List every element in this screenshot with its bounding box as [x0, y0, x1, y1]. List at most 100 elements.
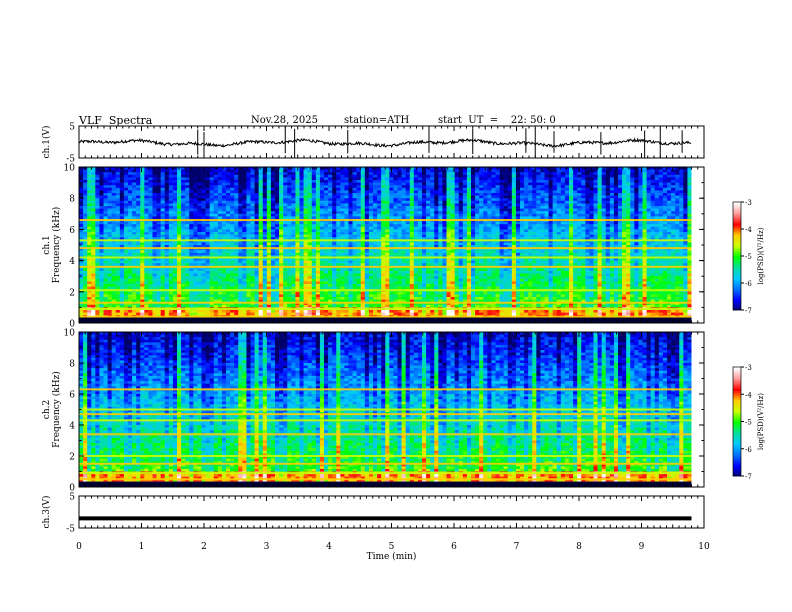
spec1-cell [140, 190, 145, 194]
spec1-cell [618, 169, 623, 173]
spec1-cell [230, 167, 235, 170]
spec1-cell [466, 245, 472, 248]
spec1-cell [356, 185, 362, 189]
spec1-cell [569, 167, 574, 170]
spec1-cell [136, 174, 141, 178]
spec1-cell [393, 206, 398, 209]
spec1-cell [324, 174, 329, 178]
spec1-cell [234, 206, 239, 209]
spec1-cell [213, 224, 219, 228]
spec1-cell [475, 221, 480, 225]
spec1-cell [209, 187, 215, 191]
spec1-cell [197, 224, 202, 228]
spec1-cell [140, 211, 145, 215]
spec1-cell [258, 211, 264, 215]
spec1-cell [254, 190, 259, 194]
spec1-cell [597, 187, 602, 191]
spec1-cell [258, 177, 264, 181]
ch1-waveform-panel: 5-5ch.1(V) [41, 123, 705, 165]
spec1-cell [275, 185, 280, 189]
spec1-cell [95, 234, 100, 238]
spec1-cell [393, 198, 398, 202]
spec1-cell [569, 245, 574, 248]
spec1-cell [168, 174, 174, 178]
spec1-cell [172, 177, 178, 181]
spec1-cell [164, 195, 170, 199]
spec1-cell [658, 172, 664, 176]
spec1-cell [630, 216, 635, 220]
spec1-cell [515, 195, 521, 199]
spec1-cell [532, 200, 537, 204]
spec1-cell [95, 242, 100, 246]
spec1-cell [193, 203, 198, 207]
spec1-cell [483, 245, 488, 248]
spec1-cell [511, 213, 517, 217]
spec1-cell [279, 242, 284, 246]
spec1-cell [446, 172, 451, 176]
spec1-cell [511, 172, 517, 176]
spec1-cell [291, 229, 296, 233]
spec1-cell [266, 211, 272, 215]
spec1-cell [397, 203, 402, 207]
spec1-cell [83, 203, 88, 207]
spec1-cell [266, 203, 272, 207]
spec1-cell [311, 208, 317, 212]
spec1-cell [344, 213, 349, 217]
spec1-cell [266, 167, 272, 170]
spec1-cell [593, 242, 598, 246]
spec1-cell [95, 182, 100, 186]
spec1-cell [442, 237, 447, 241]
spec1-cell [589, 200, 594, 204]
spec1-cell [679, 242, 684, 246]
spec1-cell [393, 187, 398, 191]
spec1-cell [679, 172, 684, 176]
spec1-cell [532, 208, 537, 212]
spec1-cell [679, 193, 684, 196]
spec1-cell [307, 208, 313, 212]
spec1-cell [507, 198, 513, 202]
spec1-cell [413, 198, 419, 202]
spec1-cell [593, 237, 598, 241]
spec1-cell [450, 221, 455, 225]
spec1-cell [422, 226, 427, 230]
spec1-cell [168, 185, 174, 189]
spec1-cell [123, 237, 129, 241]
spec1-cell [544, 185, 549, 189]
spec1-cell [332, 185, 337, 189]
spec1-cell [524, 213, 529, 217]
spec1-cell [230, 213, 235, 217]
spec1-cell [197, 216, 202, 220]
spec1-cell [332, 208, 337, 212]
spec1-cell [340, 237, 345, 241]
spec1-cell [87, 182, 92, 186]
spec1-cell [246, 185, 251, 189]
spec1-cell [658, 182, 664, 186]
spec1-cell [91, 177, 96, 181]
spec1-cell [91, 182, 96, 186]
spec1-cell [344, 221, 349, 225]
spec1-cell [536, 182, 541, 186]
spec1-cell [307, 234, 313, 238]
spec1-cell [622, 193, 627, 196]
spec1-cell [536, 203, 541, 207]
spec1-cell [197, 211, 202, 215]
spec1-cell [634, 232, 639, 235]
spec1-cell [495, 226, 500, 230]
spec1-cell [266, 245, 272, 248]
spec1-cell [618, 226, 623, 230]
spec1-cell [368, 208, 374, 212]
spec1-cell [528, 169, 533, 173]
spec1-cell [434, 213, 439, 217]
spec1-cell [556, 245, 562, 248]
spec1-cell [79, 187, 84, 191]
spec1-cell [622, 221, 627, 225]
spec1-cell [446, 195, 451, 199]
spec1-cell [164, 200, 170, 204]
spec1-cell [385, 200, 390, 204]
spec1-cell [622, 206, 627, 209]
spec1-cell [446, 180, 451, 183]
spec1-cell [221, 169, 227, 173]
spec1-cell [177, 177, 182, 181]
spec1-cell [397, 169, 402, 173]
spec1-cell [152, 182, 157, 186]
